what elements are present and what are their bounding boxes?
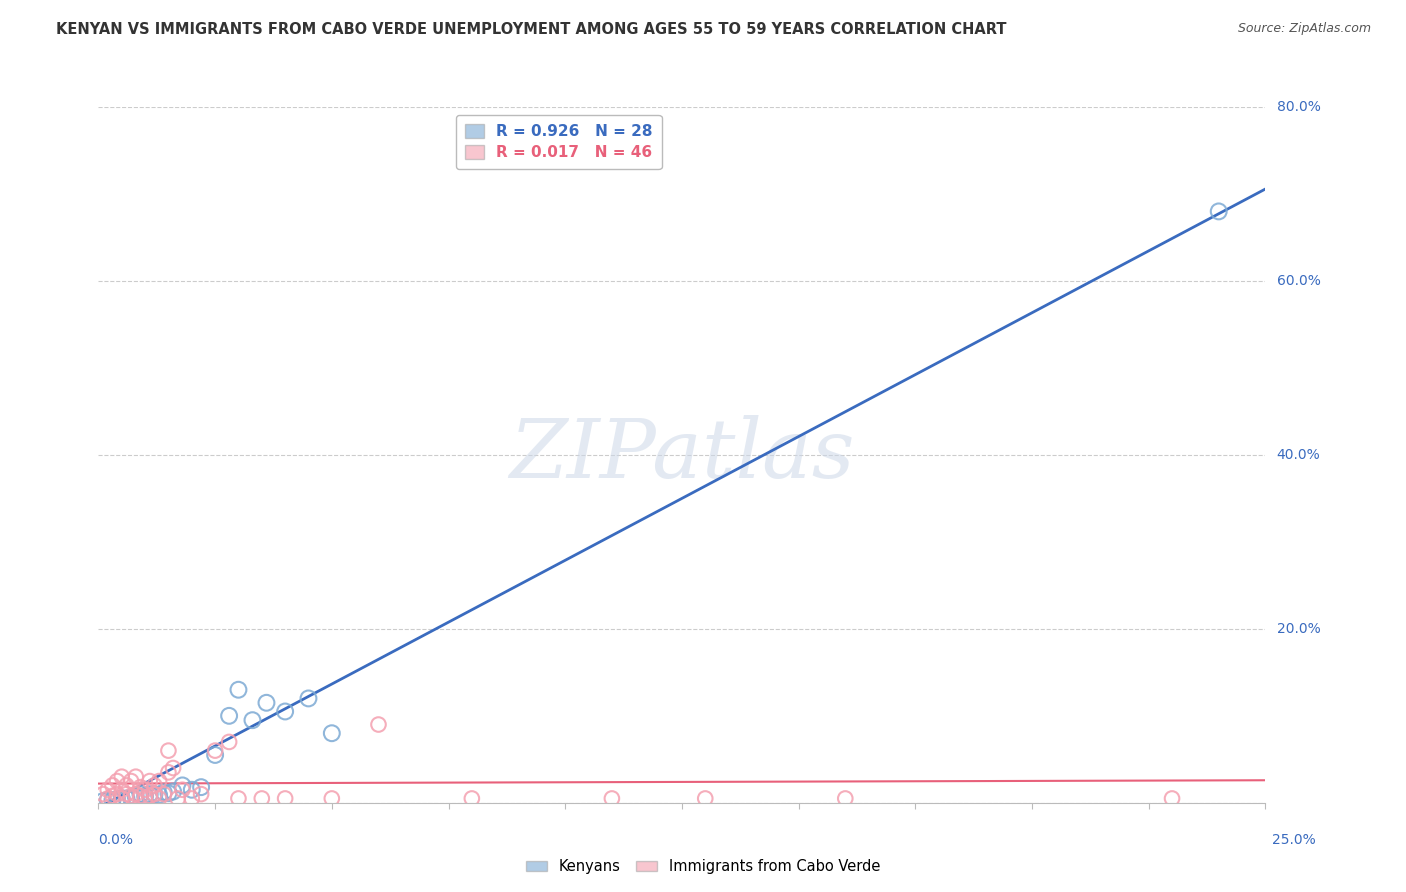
Point bbox=[166, 791, 188, 805]
Text: 80.0%: 80.0% bbox=[1277, 100, 1320, 114]
Point bbox=[172, 782, 194, 797]
Legend: Kenyans, Immigrants from Cabo Verde: Kenyans, Immigrants from Cabo Verde bbox=[520, 854, 886, 880]
Point bbox=[139, 774, 162, 789]
Point bbox=[162, 761, 184, 775]
Point bbox=[105, 787, 128, 801]
Point bbox=[297, 691, 319, 706]
Point bbox=[162, 784, 184, 798]
Point bbox=[120, 790, 142, 805]
Point bbox=[204, 747, 226, 762]
Point bbox=[97, 793, 120, 807]
Point bbox=[321, 791, 343, 805]
Point bbox=[139, 789, 162, 803]
Point bbox=[101, 789, 124, 803]
Point bbox=[180, 791, 202, 805]
Point bbox=[1161, 791, 1184, 805]
Point bbox=[180, 782, 202, 797]
Point bbox=[129, 789, 152, 803]
Point bbox=[204, 744, 226, 758]
Point bbox=[125, 770, 148, 784]
Point bbox=[148, 788, 170, 802]
Point bbox=[129, 780, 152, 794]
Point bbox=[367, 717, 389, 731]
Text: ZIPatlas: ZIPatlas bbox=[509, 415, 855, 495]
Point bbox=[101, 793, 124, 807]
Point bbox=[834, 791, 856, 805]
Point bbox=[111, 782, 134, 797]
Point bbox=[190, 780, 212, 794]
Point bbox=[120, 774, 142, 789]
Point bbox=[115, 778, 138, 792]
Point bbox=[274, 705, 297, 719]
Point bbox=[152, 785, 174, 799]
Text: Source: ZipAtlas.com: Source: ZipAtlas.com bbox=[1237, 22, 1371, 36]
Point bbox=[242, 713, 264, 727]
Point bbox=[157, 765, 180, 780]
Point bbox=[91, 787, 114, 801]
Text: 40.0%: 40.0% bbox=[1277, 448, 1320, 462]
Text: 60.0%: 60.0% bbox=[1277, 274, 1320, 288]
Point bbox=[228, 682, 250, 697]
Point bbox=[134, 782, 156, 797]
Point bbox=[115, 791, 138, 805]
Point bbox=[256, 696, 278, 710]
Point bbox=[125, 787, 148, 801]
Point bbox=[120, 789, 142, 803]
Point bbox=[105, 774, 128, 789]
Point bbox=[115, 787, 138, 801]
Point bbox=[134, 789, 156, 803]
Point bbox=[105, 792, 128, 806]
Point bbox=[172, 778, 194, 792]
Point bbox=[101, 778, 124, 792]
Point bbox=[125, 789, 148, 804]
Point bbox=[148, 774, 170, 789]
Text: 25.0%: 25.0% bbox=[1271, 833, 1316, 847]
Point bbox=[190, 787, 212, 801]
Point bbox=[111, 791, 134, 805]
Point bbox=[461, 791, 484, 805]
Point bbox=[218, 708, 240, 723]
Point bbox=[111, 770, 134, 784]
Point bbox=[157, 744, 180, 758]
Point bbox=[91, 794, 114, 808]
Point bbox=[111, 791, 134, 805]
Point bbox=[695, 791, 717, 805]
Point bbox=[134, 791, 156, 805]
Point bbox=[97, 791, 120, 805]
Point bbox=[129, 787, 152, 801]
Point bbox=[143, 778, 166, 792]
Point bbox=[139, 787, 162, 801]
Point bbox=[1208, 204, 1230, 219]
Point bbox=[143, 787, 166, 801]
Point bbox=[321, 726, 343, 740]
Point bbox=[228, 791, 250, 805]
Point bbox=[250, 791, 273, 805]
Point bbox=[600, 791, 623, 805]
Point bbox=[152, 787, 174, 801]
Text: 0.0%: 0.0% bbox=[98, 833, 134, 847]
Point bbox=[97, 782, 120, 797]
Point bbox=[218, 735, 240, 749]
Point bbox=[157, 786, 180, 800]
Text: KENYAN VS IMMIGRANTS FROM CABO VERDE UNEMPLOYMENT AMONG AGES 55 TO 59 YEARS CORR: KENYAN VS IMMIGRANTS FROM CABO VERDE UNE… bbox=[56, 22, 1007, 37]
Point bbox=[143, 787, 166, 801]
Point bbox=[274, 791, 297, 805]
Legend: R = 0.926   N = 28, R = 0.017   N = 46: R = 0.926 N = 28, R = 0.017 N = 46 bbox=[456, 115, 662, 169]
Text: 20.0%: 20.0% bbox=[1277, 622, 1320, 636]
Point bbox=[148, 791, 170, 805]
